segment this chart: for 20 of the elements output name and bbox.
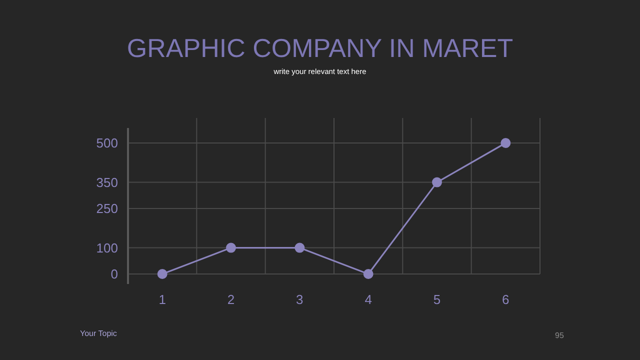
point — [363, 269, 374, 279]
text: 95 — [555, 331, 564, 340]
text: Your Topic — [80, 329, 117, 338]
chart-title: GRAPHIC COMPANY IN MARET — [126, 33, 514, 63]
x-tick-label: 4 — [364, 292, 372, 307]
x-tick-label: 1 — [158, 292, 166, 307]
point — [432, 177, 442, 188]
point — [226, 242, 236, 253]
y-tick-label: 350 — [96, 174, 118, 190]
y-tick-label: 500 — [96, 136, 118, 151]
y-tick-label: 100 — [96, 240, 118, 256]
y-tick-label: 0 — [110, 266, 118, 282]
x-tick-label: 5 — [433, 292, 441, 307]
point — [294, 242, 305, 253]
point — [157, 269, 168, 279]
x-tick-label: 2 — [227, 292, 235, 307]
x-tick-label: 6 — [502, 292, 510, 307]
point — [500, 138, 511, 148]
x-tick-label: 3 — [296, 292, 304, 307]
y-tick-label: 250 — [96, 201, 118, 216]
